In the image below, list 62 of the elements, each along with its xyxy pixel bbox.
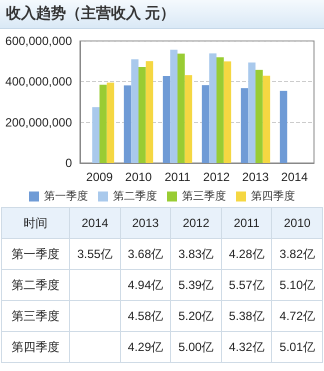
data-label: 5.00亿: [170, 332, 222, 362]
legend-label: 第四季度: [251, 190, 295, 202]
y-tick-label: 第一季度: [2, 238, 70, 270]
data-label: 3.82亿: [272, 238, 322, 270]
x-tick-label: 2012: [203, 170, 230, 184]
bar: [170, 50, 178, 163]
y-tick-label: 第四季度: [2, 332, 70, 362]
data-label: 3.68亿: [120, 238, 171, 270]
x-tick-label: 2011: [164, 170, 191, 184]
x-tick-label: 2010: [125, 170, 152, 184]
data-label: 3.83亿: [170, 238, 222, 270]
data-label: 4.28亿: [221, 238, 272, 270]
bar: [131, 59, 138, 163]
data-label: 3.55亿: [70, 238, 120, 270]
y-tick-label: 第三季度: [2, 300, 70, 332]
y-tick-label: 600,000,000: [5, 34, 72, 48]
bar: [280, 90, 288, 163]
chart-title: 收入趋势（主营收入 元）: [0, 0, 324, 29]
bar: [92, 107, 100, 163]
bar: [146, 61, 154, 163]
y-tick-label: 400,000,000: [5, 74, 72, 89]
legend-label: 第二季度: [113, 190, 157, 202]
bar: [202, 85, 210, 163]
bar: [256, 70, 263, 163]
text: 时间: [2, 208, 70, 238]
y-tick-label: 0: [65, 156, 72, 170]
bar: [248, 62, 256, 163]
x-tick-label: 2009: [86, 170, 114, 184]
data-label: 5.57亿: [221, 270, 272, 300]
data-label: 5.10亿: [272, 270, 322, 300]
x-tick-label: 2010: [272, 208, 322, 238]
data-label: 5.38亿: [221, 300, 272, 332]
data-label: 4.58亿: [120, 300, 171, 332]
bar: [178, 54, 185, 163]
bar: [124, 85, 132, 163]
bar: [162, 76, 170, 163]
data-label: 4.94亿: [120, 270, 171, 300]
data-label: 4.72亿: [272, 300, 322, 332]
bar: [184, 75, 192, 163]
bar: [262, 76, 270, 163]
data-label: 5.01亿: [272, 332, 322, 362]
bar: [224, 61, 232, 163]
x-tick-label: 2012: [170, 208, 222, 238]
bar: [209, 53, 216, 163]
x-tick-label: 2014: [281, 170, 308, 184]
x-tick-label: 2011: [221, 208, 272, 238]
bar: [240, 88, 248, 163]
x-tick-label: 2013: [242, 170, 270, 184]
bar: [100, 84, 107, 163]
data-label: 4.32亿: [221, 332, 272, 362]
y-tick-label: 200,000,000: [5, 115, 72, 130]
y-tick-label: 第二季度: [2, 270, 70, 300]
bar: [216, 57, 224, 163]
legend-label: 第一季度: [44, 190, 88, 202]
x-tick-label: 2014: [70, 208, 120, 238]
bar: [106, 82, 114, 163]
data-label: 5.20亿: [170, 300, 222, 332]
x-tick-label: 2013: [120, 208, 171, 238]
bar: [138, 67, 146, 163]
data-label: 5.39亿: [170, 270, 222, 300]
legend-label: 第三季度: [182, 190, 226, 202]
data-label: 4.29亿: [120, 332, 171, 362]
